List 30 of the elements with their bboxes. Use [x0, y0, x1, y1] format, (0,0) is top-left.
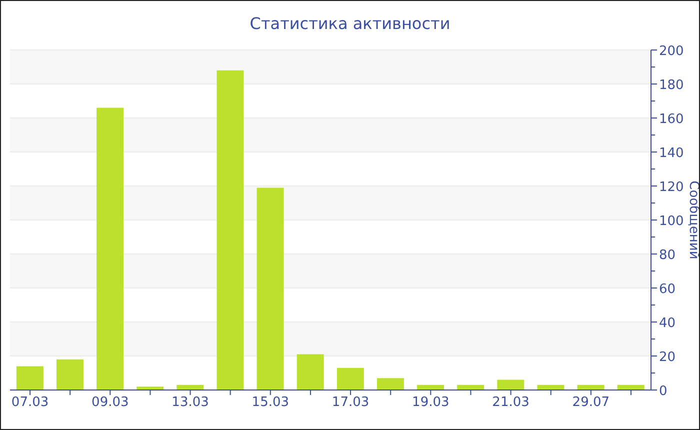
x-tick-label: 21.03	[492, 395, 530, 410]
x-tick-label: 15.03	[252, 395, 290, 410]
bar	[336, 368, 364, 390]
bar	[497, 380, 524, 390]
y-tick-label: 0	[659, 384, 668, 399]
chart-title: Статистика активности	[248, 14, 452, 33]
y-tick-label: 200	[659, 44, 684, 59]
x-tick-label: 13.03	[172, 395, 209, 410]
y-tick-label: 100	[659, 214, 684, 229]
x-tick-label: 29.07	[572, 395, 610, 410]
bar	[296, 354, 324, 390]
bar	[216, 70, 244, 390]
y-tick-label: 120	[659, 180, 684, 195]
bar	[256, 188, 284, 390]
y-tick-label: 80	[659, 248, 676, 263]
y-tick-label: 180	[659, 78, 684, 93]
bar	[56, 359, 84, 390]
bar	[96, 108, 124, 390]
y-tick-label: 60	[659, 282, 676, 297]
bar	[376, 378, 404, 390]
y-tick-label: 20	[659, 350, 676, 365]
y-tick-label: 160	[659, 112, 684, 127]
y-axis-title: Сообщений	[686, 180, 700, 260]
x-tick-label: 07.03	[11, 395, 49, 410]
x-tick-label: 17.03	[332, 395, 370, 410]
y-tick-label: 40	[659, 316, 676, 331]
y-tick-label: 140	[659, 146, 684, 161]
x-tick-label: 19.03	[412, 395, 450, 410]
x-tick-label: 09.03	[92, 395, 129, 410]
bar	[16, 366, 44, 390]
